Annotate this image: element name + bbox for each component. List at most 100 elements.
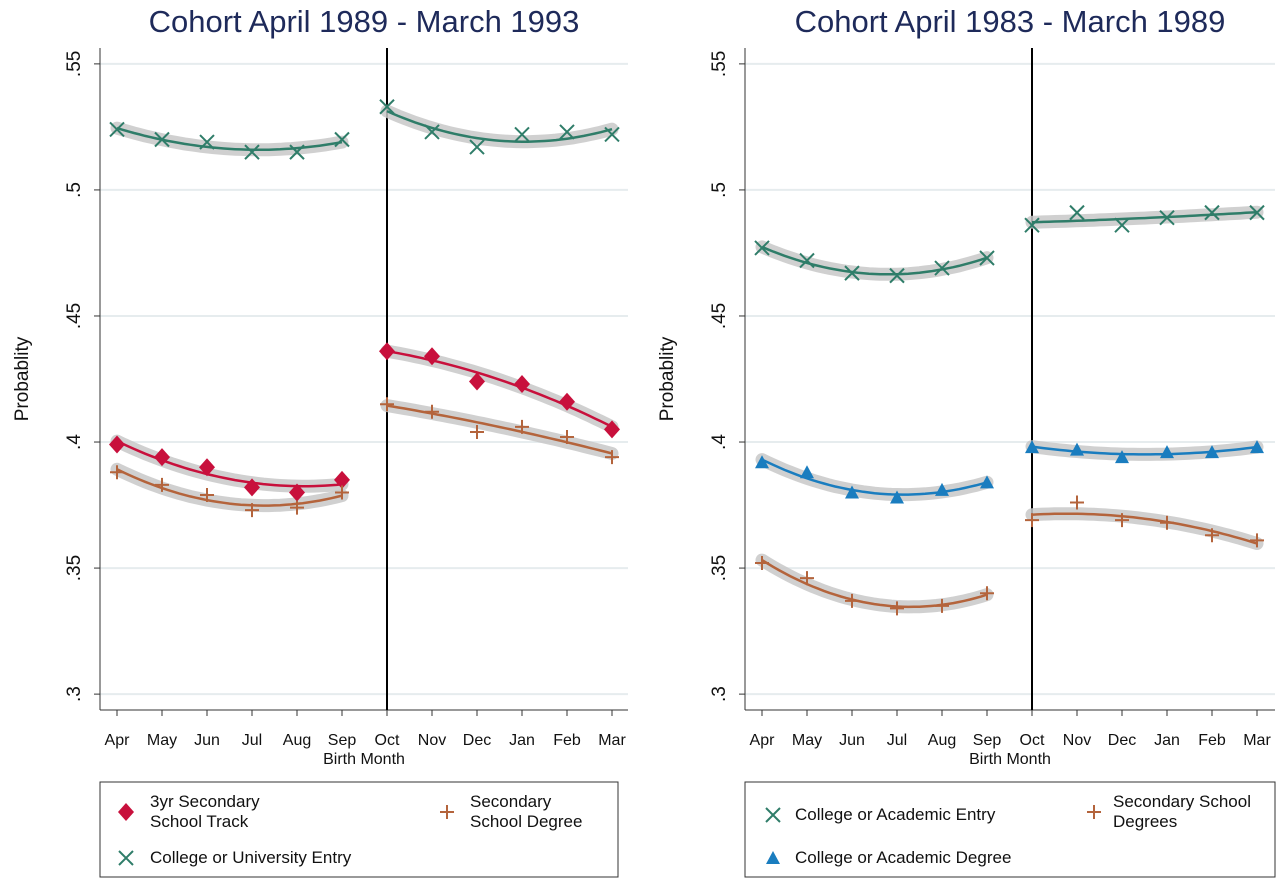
x-tick-label: Nov xyxy=(418,732,446,749)
x-tick-label: Mar xyxy=(598,732,626,749)
legend-box xyxy=(744,781,1276,878)
x-tick-label: Oct xyxy=(1020,732,1045,749)
fit-line xyxy=(386,404,613,455)
x-tick-label: Jun xyxy=(194,732,220,749)
marker-plus xyxy=(1250,533,1264,548)
y-tick-label: .4 xyxy=(709,434,730,450)
marker-x xyxy=(199,134,215,150)
marker-plus xyxy=(470,424,484,439)
x-tick-label: May xyxy=(792,732,822,749)
marker-x xyxy=(334,131,350,148)
y-axis-label: Probablity xyxy=(12,336,33,421)
fit-line xyxy=(761,559,988,609)
marker-plus xyxy=(245,503,259,518)
marker-plus xyxy=(1160,515,1174,530)
marker-x xyxy=(424,124,440,140)
marker-x xyxy=(244,144,260,160)
marker-diamond xyxy=(109,435,125,454)
fit-line xyxy=(1031,512,1258,545)
x-tick-label: May xyxy=(147,732,177,749)
x-tick-label: Dec xyxy=(1108,732,1136,749)
marker-plus xyxy=(1070,495,1084,510)
x-tick-label: Sep xyxy=(328,732,357,749)
marker-diamond xyxy=(469,372,485,391)
marker-plus xyxy=(755,556,769,571)
x-axis-label: Birth Month xyxy=(969,751,1051,768)
marker-triangle xyxy=(1205,445,1219,459)
marker-plus xyxy=(110,465,124,480)
marker-plus xyxy=(1205,528,1219,543)
y-tick-label: .3 xyxy=(709,686,730,702)
marker-triangle xyxy=(845,485,859,499)
marker-plus xyxy=(605,450,619,465)
marker-triangle xyxy=(1070,442,1084,456)
marker-plus xyxy=(515,419,529,434)
y-axis-label: Probablity xyxy=(657,336,678,421)
x-tick-label: Mar xyxy=(1243,732,1271,749)
marker-plus xyxy=(980,586,994,601)
chart-title: Cohort April 1989 - March 1993 xyxy=(149,4,580,39)
marker-triangle xyxy=(1025,440,1039,454)
marker-x xyxy=(1249,204,1265,221)
marker-x xyxy=(379,99,395,115)
x-tick-label: Feb xyxy=(1198,732,1226,749)
marker-plus xyxy=(1025,513,1039,528)
marker-plus xyxy=(935,598,949,613)
marker-diamond xyxy=(559,392,575,411)
marker-diamond xyxy=(199,458,215,477)
marker-x xyxy=(979,250,995,266)
x-tick-label: Apr xyxy=(750,732,776,749)
marker-x xyxy=(844,265,860,281)
marker-plus xyxy=(1115,513,1129,528)
marker-x xyxy=(289,144,305,160)
fit-line xyxy=(386,349,613,428)
marker-plus xyxy=(560,429,574,444)
marker-plus xyxy=(155,477,169,492)
marker-triangle xyxy=(1250,440,1264,454)
legend-label: College or Academic Degree xyxy=(795,848,1012,867)
legend-label: 3yr Secondary School Track xyxy=(150,792,260,831)
legend-label: Secondary School Degree xyxy=(470,792,583,831)
marker-diamond xyxy=(154,448,170,467)
marker-plus xyxy=(800,571,814,586)
x-tick-label: Jan xyxy=(1154,732,1180,749)
x-tick-label: Feb xyxy=(553,732,581,749)
x-tick-label: Nov xyxy=(1063,732,1091,749)
x-tick-label: Apr xyxy=(105,732,131,749)
x-tick-label: Jan xyxy=(509,732,535,749)
y-tick-label: .45 xyxy=(709,303,730,329)
marker-triangle xyxy=(980,475,994,489)
fit-line xyxy=(116,468,343,507)
fit-line xyxy=(761,458,988,496)
marker-x xyxy=(754,240,770,256)
fit-line xyxy=(116,126,343,152)
marker-triangle xyxy=(935,482,949,496)
x-tick-label: Jun xyxy=(839,732,865,749)
y-tick-label: .35 xyxy=(64,555,85,581)
marker-triangle xyxy=(890,490,904,504)
marker-plus xyxy=(380,397,394,412)
x-tick-label: Jul xyxy=(887,732,907,749)
marker-x xyxy=(1114,217,1130,233)
marker-triangle xyxy=(766,851,780,864)
x-axis-label: Birth Month xyxy=(323,751,405,768)
x-tick-label: Sep xyxy=(973,732,1002,749)
marker-plus xyxy=(440,805,454,819)
y-tick-label: .55 xyxy=(64,51,85,77)
marker-plus xyxy=(890,601,904,616)
fit-line xyxy=(1031,210,1258,224)
chart-title: Cohort April 1983 - March 1989 xyxy=(795,4,1226,39)
y-tick-label: .45 xyxy=(64,303,85,329)
marker-diamond xyxy=(334,470,350,489)
legend-label: Secondary School Degrees xyxy=(1113,792,1251,831)
x-tick-label: Jul xyxy=(242,732,262,749)
marker-x xyxy=(118,850,134,866)
marker-x xyxy=(154,131,170,148)
marker-x xyxy=(604,126,620,143)
marker-triangle xyxy=(1160,445,1174,459)
marker-triangle xyxy=(1115,450,1129,464)
marker-diamond xyxy=(604,420,620,439)
y-tick-label: .5 xyxy=(709,182,730,198)
x-tick-label: Aug xyxy=(283,732,311,749)
